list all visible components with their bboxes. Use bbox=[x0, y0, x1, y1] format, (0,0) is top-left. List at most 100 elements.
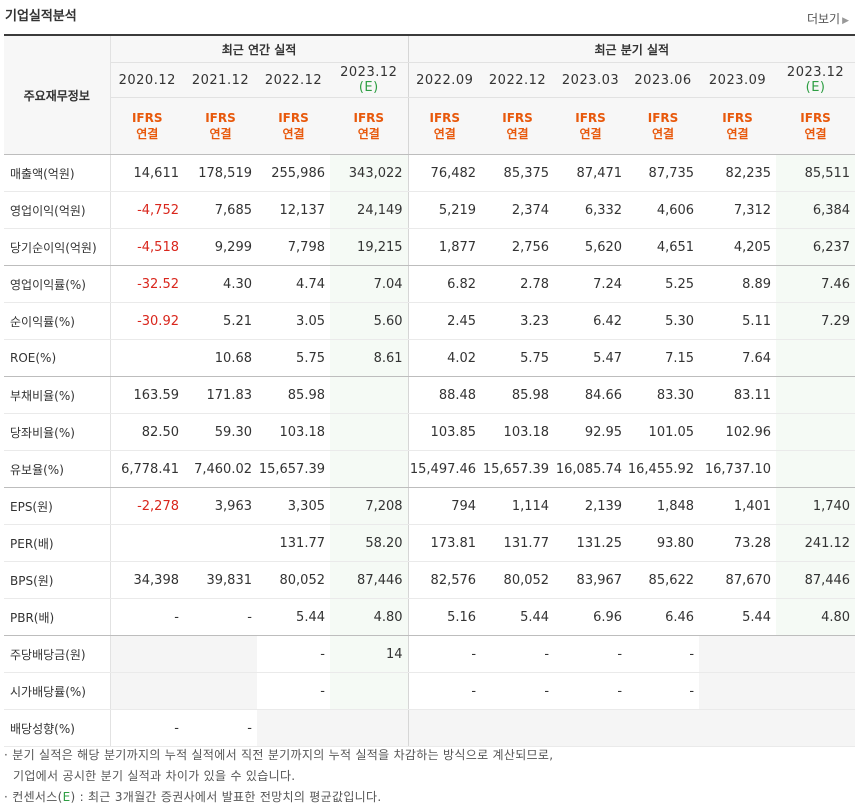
period-header: 2020.12 bbox=[110, 62, 184, 98]
table-row: 주당배당금(원) -14- - - - bbox=[4, 635, 855, 673]
table-cell: 8.89 bbox=[699, 265, 777, 303]
table-cell bbox=[776, 376, 855, 414]
table-cell: 83.11 bbox=[699, 376, 777, 414]
table-cell: 5,620 bbox=[554, 228, 628, 266]
note-line-2: 기업에서 공시한 분기 실적과 차이가 있을 수 있습니다. bbox=[13, 769, 296, 783]
table-cell: 5.16 bbox=[408, 598, 482, 636]
table-cell: 794 bbox=[408, 487, 482, 525]
table-cell bbox=[330, 450, 409, 488]
table-cell bbox=[110, 339, 184, 377]
consolidation-label: 연결 bbox=[652, 127, 675, 141]
table-cell: 2,756 bbox=[481, 228, 555, 266]
table-cell: 4.02 bbox=[408, 339, 482, 377]
table-cell: 5.44 bbox=[257, 598, 330, 636]
table-cell: 80,052 bbox=[257, 561, 330, 599]
table-cell: 80,052 bbox=[481, 561, 555, 599]
table-cell: - bbox=[627, 672, 700, 710]
row-label: 시가배당률(%) bbox=[4, 672, 111, 710]
table-cell: 1,848 bbox=[627, 487, 700, 525]
table-cell: - bbox=[408, 635, 482, 673]
table-cell: 15,497.46 bbox=[408, 450, 482, 488]
accounting-standard: IFRS 연결 bbox=[257, 97, 330, 155]
table-cell: -32.52 bbox=[110, 265, 184, 303]
table-cell: 93.80 bbox=[627, 524, 700, 562]
table-cell: 171.83 bbox=[184, 376, 257, 414]
table-cell: 178,519 bbox=[184, 154, 257, 192]
table-cell: - bbox=[408, 672, 482, 710]
table-cell: 5.30 bbox=[627, 302, 700, 340]
more-link[interactable]: 더보기 ▶ bbox=[807, 10, 849, 27]
table-cell: 87,471 bbox=[554, 154, 628, 192]
row-label: BPS(원) bbox=[4, 561, 111, 599]
table-cell: - bbox=[481, 635, 555, 673]
table-cell: 241.12 bbox=[776, 524, 855, 562]
table-cell: - bbox=[481, 672, 555, 710]
table-cell: 58.20 bbox=[330, 524, 409, 562]
table-cell: 1,740 bbox=[776, 487, 855, 525]
table-cell: 1,114 bbox=[481, 487, 555, 525]
table-cell: 5.75 bbox=[257, 339, 330, 377]
table-row: 당기순이익(억원) -4,518 9,299 7,798 19,215 1,877 2,75… bbox=[4, 228, 855, 266]
period-date: 2022.12 bbox=[264, 72, 323, 88]
table-cell: - bbox=[627, 635, 700, 673]
table-row: PBR(배) - -5.44 4.80 5.16 5.44 6.96 6.46 5.44 4.80 bbox=[4, 598, 855, 636]
row-label: 순이익률(%) bbox=[4, 302, 111, 340]
table-cell: 1,877 bbox=[408, 228, 482, 266]
table-row: 유보율(%) 6,778.41 7,460.02 15,657.39 15,497.46… bbox=[4, 450, 855, 488]
table-cell: 82.50 bbox=[110, 413, 184, 451]
table-cell: 5.25 bbox=[627, 265, 700, 303]
table-cell bbox=[184, 524, 257, 562]
table-cell: 102.96 bbox=[699, 413, 777, 451]
table-cell: - bbox=[257, 635, 330, 673]
table-cell: 7.15 bbox=[627, 339, 700, 377]
table-cell: 14 bbox=[330, 635, 409, 673]
table-cell: 163.59 bbox=[110, 376, 184, 414]
table-cell: 15,657.39 bbox=[481, 450, 555, 488]
row-label: 유보율(%) bbox=[4, 450, 111, 488]
table-cell bbox=[110, 524, 184, 562]
table-cell bbox=[776, 413, 855, 451]
row-label: 매출액(억원) bbox=[4, 154, 111, 192]
row-label: 영업이익률(%) bbox=[4, 265, 111, 303]
table-cell: 15,657.39 bbox=[257, 450, 330, 488]
table-cell: 2,139 bbox=[554, 487, 628, 525]
more-label: 더보기 bbox=[806, 12, 841, 26]
table-cell: -4,518 bbox=[110, 228, 184, 266]
table-header: 주요재무정보 최근 연간 실적 최근 분기 실적 2020.12 2021.12 2… bbox=[4, 36, 855, 155]
table-cell: 12,137 bbox=[257, 191, 330, 229]
table-cell bbox=[110, 672, 184, 710]
period-date: 2022.09 bbox=[416, 72, 474, 88]
period-date: 2023.09 bbox=[708, 72, 767, 88]
period-header: 2023.06 bbox=[627, 62, 700, 98]
table-cell bbox=[776, 339, 855, 377]
period-header: 2023.09 bbox=[699, 62, 777, 98]
ifrs-label: IFRS bbox=[800, 111, 831, 125]
table-cell bbox=[776, 450, 855, 488]
table-cell: 16,737.10 bbox=[699, 450, 777, 488]
table-cell: 7.46 bbox=[776, 265, 855, 303]
table-cell: 7.24 bbox=[554, 265, 628, 303]
table-cell: 6.96 bbox=[554, 598, 628, 636]
table-cell: 7,208 bbox=[330, 487, 409, 525]
consolidation-label: 연결 bbox=[506, 127, 529, 141]
quarter-group-header: 최근 분기 실적 bbox=[408, 36, 855, 63]
note-line-3-prefix: · 컨센서스( bbox=[4, 790, 63, 804]
table-cell: 4.74 bbox=[257, 265, 330, 303]
table-cell: 343,022 bbox=[330, 154, 409, 192]
table-cell bbox=[330, 672, 409, 710]
table-cell: 9,299 bbox=[184, 228, 257, 266]
table-cell: 131.77 bbox=[257, 524, 330, 562]
table-cell: 87,446 bbox=[330, 561, 409, 599]
accounting-standard: IFRS 연결 bbox=[699, 97, 777, 155]
table-cell: 103.85 bbox=[408, 413, 482, 451]
table-cell: 73.28 bbox=[699, 524, 777, 562]
table-cell: 85,375 bbox=[481, 154, 555, 192]
table-cell: - bbox=[257, 672, 330, 710]
consolidation-label: 연결 bbox=[579, 127, 602, 141]
table-cell: 92.95 bbox=[554, 413, 628, 451]
row-label: ROE(%) bbox=[4, 339, 111, 377]
table-cell: 5.75 bbox=[481, 339, 555, 377]
accounting-standard: IFRS 연결 bbox=[627, 97, 700, 155]
period-date: 2020.12 bbox=[118, 72, 176, 88]
table-cell: 24,149 bbox=[330, 191, 409, 229]
